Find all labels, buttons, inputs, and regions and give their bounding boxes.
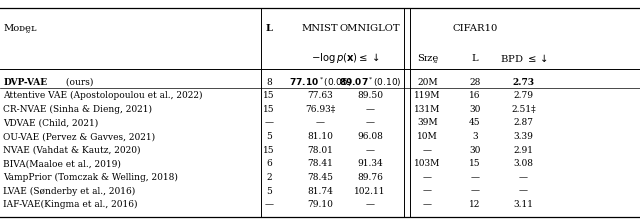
Text: 2.91: 2.91 — [513, 146, 534, 155]
Text: OMNIGLOT: OMNIGLOT — [340, 24, 400, 33]
Text: 76.93‡: 76.93‡ — [305, 105, 335, 114]
Text: 8: 8 — [266, 78, 271, 86]
Text: —: — — [264, 119, 273, 127]
Text: DVP-VAE: DVP-VAE — [3, 78, 47, 86]
Text: 15: 15 — [263, 105, 275, 114]
Text: (ours): (ours) — [63, 78, 93, 86]
Text: —: — — [423, 200, 432, 209]
Text: BIVA(Maaloe et al., 2019): BIVA(Maaloe et al., 2019) — [3, 160, 121, 168]
Text: 81.10: 81.10 — [307, 132, 333, 141]
Text: 2.51‡: 2.51‡ — [511, 105, 536, 114]
Text: 30: 30 — [469, 146, 481, 155]
Text: VampPrior (Tomczak & Welling, 2018): VampPrior (Tomczak & Welling, 2018) — [3, 173, 178, 182]
Text: 39M: 39M — [417, 119, 438, 127]
Text: 81.74: 81.74 — [307, 187, 333, 196]
Text: 2: 2 — [266, 173, 271, 182]
Text: NVAE (Vahdat & Kautz, 2020): NVAE (Vahdat & Kautz, 2020) — [3, 146, 141, 155]
Text: 15: 15 — [469, 160, 481, 168]
Text: 78.01: 78.01 — [307, 146, 333, 155]
Text: 45: 45 — [469, 119, 481, 127]
Text: 89.76: 89.76 — [357, 173, 383, 182]
Text: $\mathbf{89.07}^*(0.10)$: $\mathbf{89.07}^*(0.10)$ — [339, 75, 401, 89]
Text: BPD $\leq\downarrow$: BPD $\leq\downarrow$ — [500, 53, 547, 64]
Text: —: — — [365, 119, 374, 127]
Text: 10M: 10M — [417, 132, 438, 141]
Text: —: — — [519, 173, 528, 182]
Text: 20M: 20M — [417, 78, 438, 86]
Text: MNIST: MNIST — [301, 24, 339, 33]
Text: Sɪᴢḛ: Sɪᴢḛ — [417, 54, 438, 63]
Text: 103M: 103M — [414, 160, 441, 168]
Text: 3.39: 3.39 — [513, 132, 534, 141]
Text: 89.50: 89.50 — [357, 91, 383, 100]
Text: —: — — [365, 200, 374, 209]
Text: 15: 15 — [263, 91, 275, 100]
Text: 91.34: 91.34 — [357, 160, 383, 168]
Text: 2.79: 2.79 — [513, 91, 534, 100]
Text: —: — — [470, 173, 479, 182]
Text: —: — — [264, 200, 273, 209]
Text: —: — — [423, 187, 432, 196]
Text: OU-VAE (Pervez & Gavves, 2021): OU-VAE (Pervez & Gavves, 2021) — [3, 132, 156, 141]
Text: L: L — [266, 24, 272, 33]
Text: 131M: 131M — [414, 105, 441, 114]
Text: 30: 30 — [469, 105, 481, 114]
Text: 28: 28 — [469, 78, 481, 86]
Text: 16: 16 — [469, 91, 481, 100]
Text: CIFAR10: CIFAR10 — [452, 24, 498, 33]
Text: 102.11: 102.11 — [354, 187, 386, 196]
Text: 119M: 119M — [414, 91, 441, 100]
Text: $-\log p(\mathbf{x})\leq\downarrow$: $-\log p(\mathbf{x})\leq\downarrow$ — [311, 51, 379, 65]
Text: 15: 15 — [263, 146, 275, 155]
Text: VDVAE (Child, 2021): VDVAE (Child, 2021) — [3, 119, 99, 127]
Text: 12: 12 — [469, 200, 481, 209]
Text: 2.87: 2.87 — [513, 119, 534, 127]
Text: 77.63: 77.63 — [307, 91, 333, 100]
Text: 3: 3 — [472, 132, 477, 141]
Text: $\mathbf{77.10}^*(0.05)$: $\mathbf{77.10}^*(0.05)$ — [289, 75, 351, 89]
Text: —: — — [316, 119, 324, 127]
Text: 5: 5 — [266, 132, 272, 141]
Text: Attentive VAE (Apostolopoulou et al., 2022): Attentive VAE (Apostolopoulou et al., 20… — [3, 91, 203, 100]
Text: —: — — [423, 146, 432, 155]
Text: IAF-VAE(Kingma et al., 2016): IAF-VAE(Kingma et al., 2016) — [3, 200, 138, 209]
Text: 3.11: 3.11 — [513, 200, 534, 209]
Text: —: — — [365, 105, 374, 114]
Text: —: — — [423, 173, 432, 182]
Text: CR-NVAE (Sinha & Dieng, 2021): CR-NVAE (Sinha & Dieng, 2021) — [3, 105, 152, 114]
Text: 5: 5 — [266, 187, 272, 196]
Text: 3.08: 3.08 — [513, 160, 534, 168]
Text: 2.73: 2.73 — [513, 78, 534, 86]
Text: —: — — [365, 146, 374, 155]
Text: 79.10: 79.10 — [307, 200, 333, 209]
Text: —: — — [519, 187, 528, 196]
Text: —: — — [470, 187, 479, 196]
Text: 96.08: 96.08 — [357, 132, 383, 141]
Text: LVAE (Sønderby et al., 2016): LVAE (Sønderby et al., 2016) — [3, 187, 136, 196]
Text: 78.41: 78.41 — [307, 160, 333, 168]
Text: Mᴏᴅḛʟ: Mᴏᴅḛʟ — [3, 24, 36, 33]
Text: 78.45: 78.45 — [307, 173, 333, 182]
Text: L: L — [472, 54, 478, 63]
Text: 6: 6 — [266, 160, 271, 168]
